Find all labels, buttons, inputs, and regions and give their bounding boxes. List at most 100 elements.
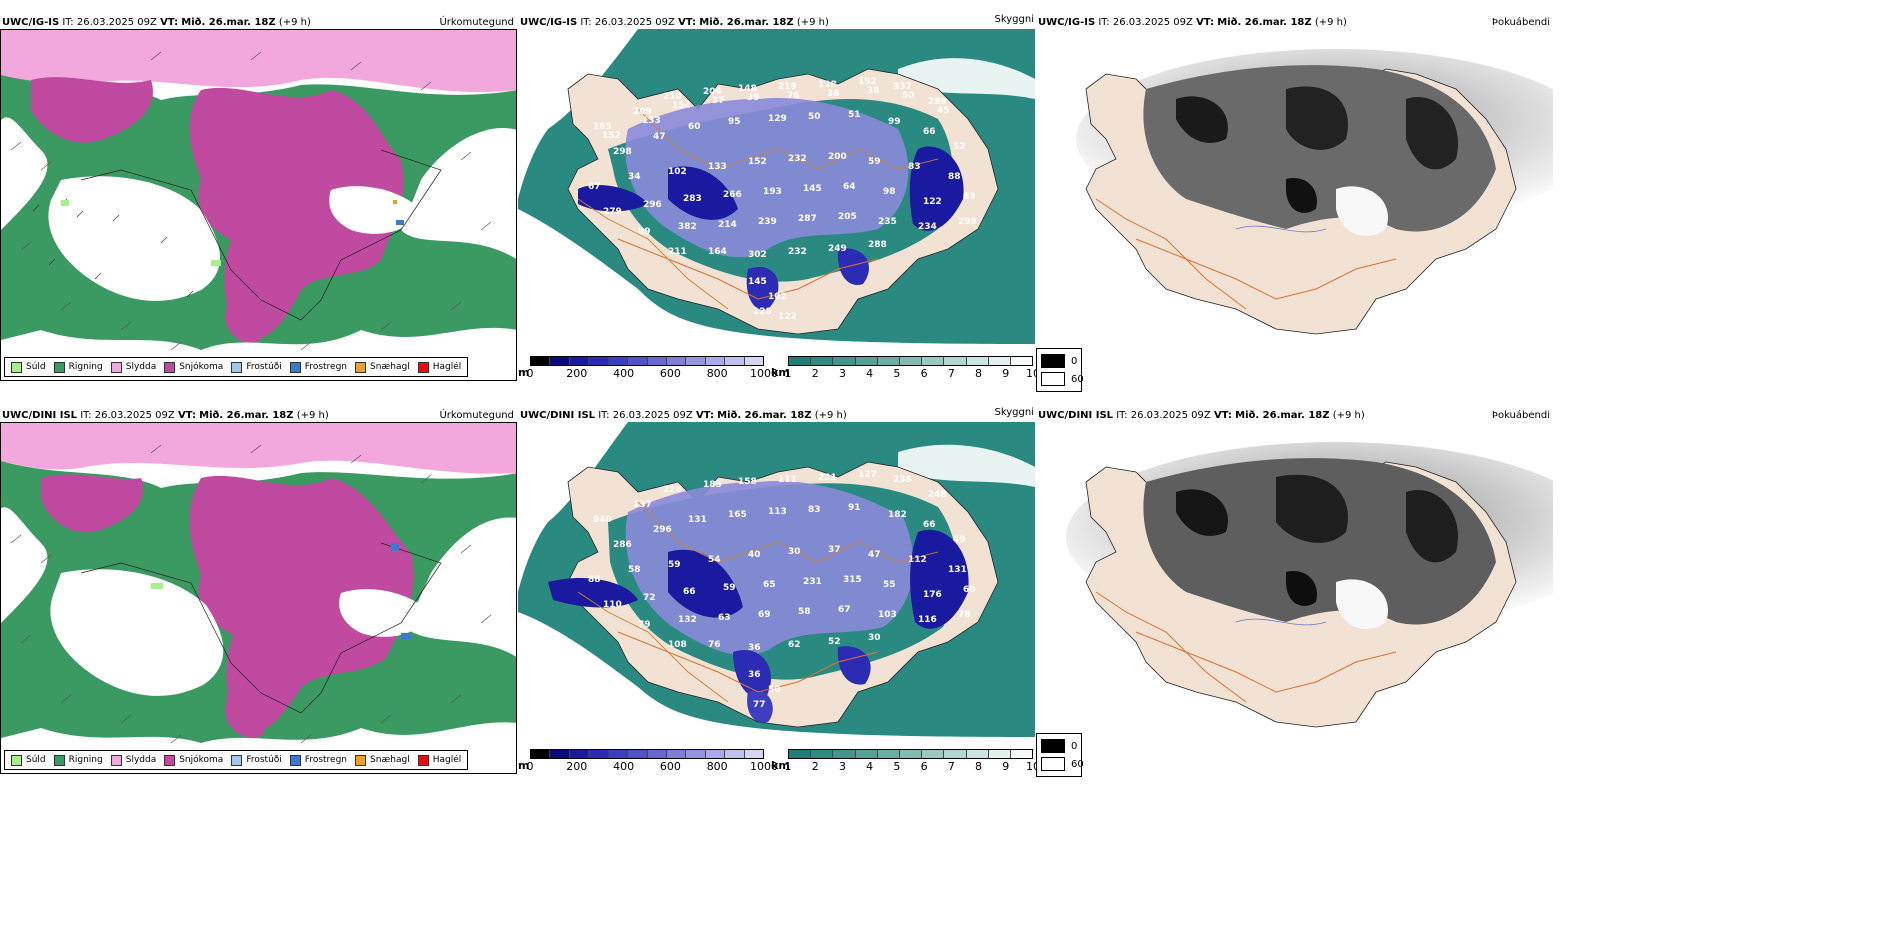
it-label: IT: [1098, 17, 1110, 28]
it-value: 26.03.2025 09Z [612, 410, 693, 421]
visibility-value-label: 248 [928, 490, 947, 500]
visibility-value-label: 55 [883, 580, 896, 590]
colorbar-swatch [725, 357, 745, 365]
colorbar-swatch [988, 357, 1011, 365]
model-name: UWC/DINI ISL [520, 410, 596, 421]
visibility-value-label: 283 [683, 194, 702, 204]
visibility-value-label: 145 [803, 184, 822, 194]
visibility-value-label: 302 [748, 250, 767, 260]
legend-sleet: Slydda [110, 361, 156, 373]
colorbar-swatch [855, 357, 878, 365]
visibility-value-label: 63 [963, 192, 976, 202]
visibility-value-label: 83 [808, 505, 821, 515]
colorbar-swatch [608, 750, 629, 758]
colorbar-swatch [922, 750, 945, 758]
legend-snow: Snjókoma [164, 361, 223, 373]
visibility-value-label: 226 [663, 485, 682, 495]
colorbar-swatch [877, 750, 900, 758]
vt-label: VT: [177, 410, 196, 421]
visibility-value-label: 67 [838, 605, 851, 615]
visibility-colorbar-top: 1 2 3 4 5 6 7 8 9 10 km [771, 356, 1040, 381]
visibility-label-bottom: Skyggni [994, 407, 1034, 418]
it-value: 26.03.2025 09Z [76, 17, 157, 28]
height-colorbar-ticks: 0 200 400 600 800 1000 [527, 760, 779, 774]
colorbar-swatch [705, 357, 726, 365]
visibility-colorbar-ticks: 1 2 3 4 5 6 7 8 9 10 [784, 760, 1041, 774]
legend-label: Rigning [68, 755, 103, 765]
precip-map-bottom [0, 422, 517, 774]
legend-swatch [289, 754, 301, 766]
visibility-value-label: 214 [718, 220, 737, 230]
colorbar-swatch [744, 357, 764, 365]
legend-swatch [231, 754, 243, 766]
colorbar-tick-label: 200 [566, 760, 588, 773]
legend-swatch [355, 754, 367, 766]
visibility-value-label: 76 [708, 640, 721, 650]
visibility-value-label: 52 [828, 637, 841, 647]
colorbar-tick-label: 1 [784, 760, 792, 773]
legend-swatch [11, 361, 22, 373]
legend-swatch [11, 754, 22, 766]
colorbar-tick-label: 400 [613, 760, 635, 773]
legend-label: Slydda [125, 755, 157, 765]
visibility-value-label: 152 [602, 131, 621, 141]
colorbar-tick-label: 5 [893, 367, 901, 380]
fog-map-bottom [1036, 422, 1553, 737]
colorbar-swatch [811, 750, 834, 758]
visibility-value-label: 231 [803, 577, 822, 587]
visibility-value-label: 299 [958, 217, 977, 227]
visibility-value-label: 76 [787, 91, 800, 101]
visibility-value-label: 108 [668, 640, 687, 650]
colorbar-tick-label: 9 [1002, 367, 1010, 380]
colorbar-tick-label: 2 [811, 760, 819, 773]
visibility-value-label: 50 [808, 112, 821, 122]
visibility-value-label: 200 [828, 152, 847, 162]
it-value: 26.03.2025 09Z [94, 410, 175, 421]
visibility-value-label: 98 [883, 187, 896, 197]
colorbar-swatch [725, 750, 745, 758]
colorbar-swatch [833, 357, 856, 365]
it-label: IT: [80, 410, 92, 421]
lead-time: (+9 h) [1314, 17, 1347, 28]
colorbar-tick-label: 200 [566, 367, 588, 380]
visibility-value-label: 59 [868, 157, 881, 167]
visibility-value-label: 131 [688, 515, 707, 525]
legend-rain: Rigning [53, 754, 103, 766]
visibility-value-label: 89 [638, 227, 651, 237]
vt-value: Mið. 26.mar. 18Z [1235, 410, 1330, 421]
visibility-value-label: 382 [678, 222, 697, 232]
visibility-value-label: 52 [953, 142, 966, 152]
visibility-value-label: 66 [923, 127, 936, 137]
visibility-value-label: 209 [633, 107, 652, 117]
legend-label: Rigning [68, 362, 103, 372]
colorbar-tick-label: 3 [838, 367, 846, 380]
visibility-value-label: 205 [838, 212, 857, 222]
visibility-value-label: 47 [868, 550, 881, 560]
visibility-value-label: 219 [778, 82, 797, 92]
fog-legend-label: 0 [1071, 740, 1078, 752]
legend-label: Haglél [432, 755, 462, 765]
height-colorbar-ticks: 0 200 400 600 800 1000 [526, 367, 779, 381]
legend-label: Frostúði [246, 362, 282, 372]
it-label: IT: [580, 17, 592, 28]
colorbar-tick-label: 0 [526, 367, 534, 380]
visibility-value-label: 50 [768, 685, 781, 695]
visibility-value-label: 62 [788, 640, 801, 650]
visibility-value-label: 128 [753, 307, 772, 317]
colorbar-swatch [686, 357, 706, 365]
visibility-value-label: 288 [868, 240, 887, 250]
colorbar-swatch [569, 750, 590, 758]
visibility-unit: km [771, 759, 790, 772]
colorbar-swatch [589, 750, 609, 758]
colorbar-swatch [966, 357, 989, 365]
visibility-value-label: 298 [613, 147, 632, 157]
visibility-value-label: 231 [818, 473, 837, 483]
legend-swatch [53, 361, 65, 373]
legend-freezing-drizzle: Frostúði [231, 754, 282, 766]
lead-time: (+9 h) [1332, 410, 1365, 421]
visibility-value-label: 111 [778, 475, 797, 485]
visibility-value-label: 60 [963, 585, 976, 595]
visibility-value-label: 58 [798, 607, 811, 617]
fog-panel-bottom: UWC/DINI ISL IT: 26.03.2025 09Z VT: Mið.… [1036, 405, 1553, 777]
legend-label: Snæhagl [370, 755, 410, 765]
